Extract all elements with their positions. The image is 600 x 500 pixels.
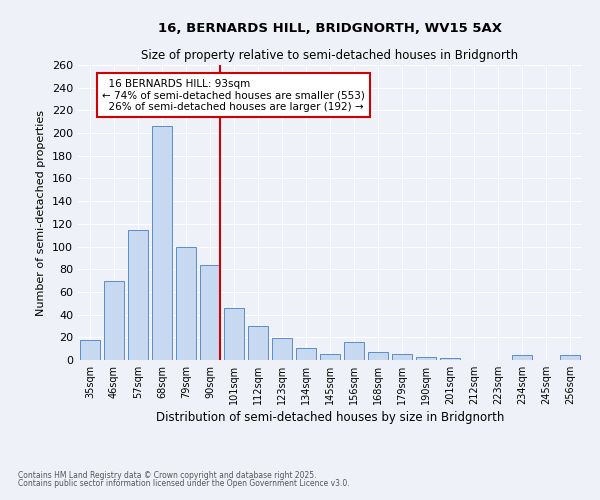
Bar	[344, 342, 364, 360]
Bar	[440, 358, 460, 360]
Text: 16, BERNARDS HILL, BRIDGNORTH, WV15 5AX: 16, BERNARDS HILL, BRIDGNORTH, WV15 5AX	[158, 22, 502, 36]
X-axis label: Distribution of semi-detached houses by size in Bridgnorth: Distribution of semi-detached houses by …	[156, 411, 504, 424]
Text: 16 BERNARDS HILL: 93sqm
← 74% of semi-detached houses are smaller (553)
  26% of: 16 BERNARDS HILL: 93sqm ← 74% of semi-de…	[102, 78, 365, 112]
Bar	[296, 348, 316, 360]
Title: Size of property relative to semi-detached houses in Bridgnorth: Size of property relative to semi-detach…	[142, 50, 518, 62]
Bar	[416, 356, 436, 360]
Text: Contains HM Land Registry data © Crown copyright and database right 2025.: Contains HM Land Registry data © Crown c…	[18, 471, 317, 480]
Bar	[224, 308, 244, 360]
Bar	[104, 280, 124, 360]
Bar	[368, 352, 388, 360]
Bar	[128, 230, 148, 360]
Bar	[272, 338, 292, 360]
Bar	[560, 356, 580, 360]
Bar	[320, 354, 340, 360]
Bar	[80, 340, 100, 360]
Bar	[152, 126, 172, 360]
Bar	[512, 356, 532, 360]
Bar	[200, 264, 220, 360]
Y-axis label: Number of semi-detached properties: Number of semi-detached properties	[37, 110, 46, 316]
Bar	[176, 246, 196, 360]
Bar	[248, 326, 268, 360]
Text: Contains public sector information licensed under the Open Government Licence v3: Contains public sector information licen…	[18, 478, 350, 488]
Bar	[392, 354, 412, 360]
